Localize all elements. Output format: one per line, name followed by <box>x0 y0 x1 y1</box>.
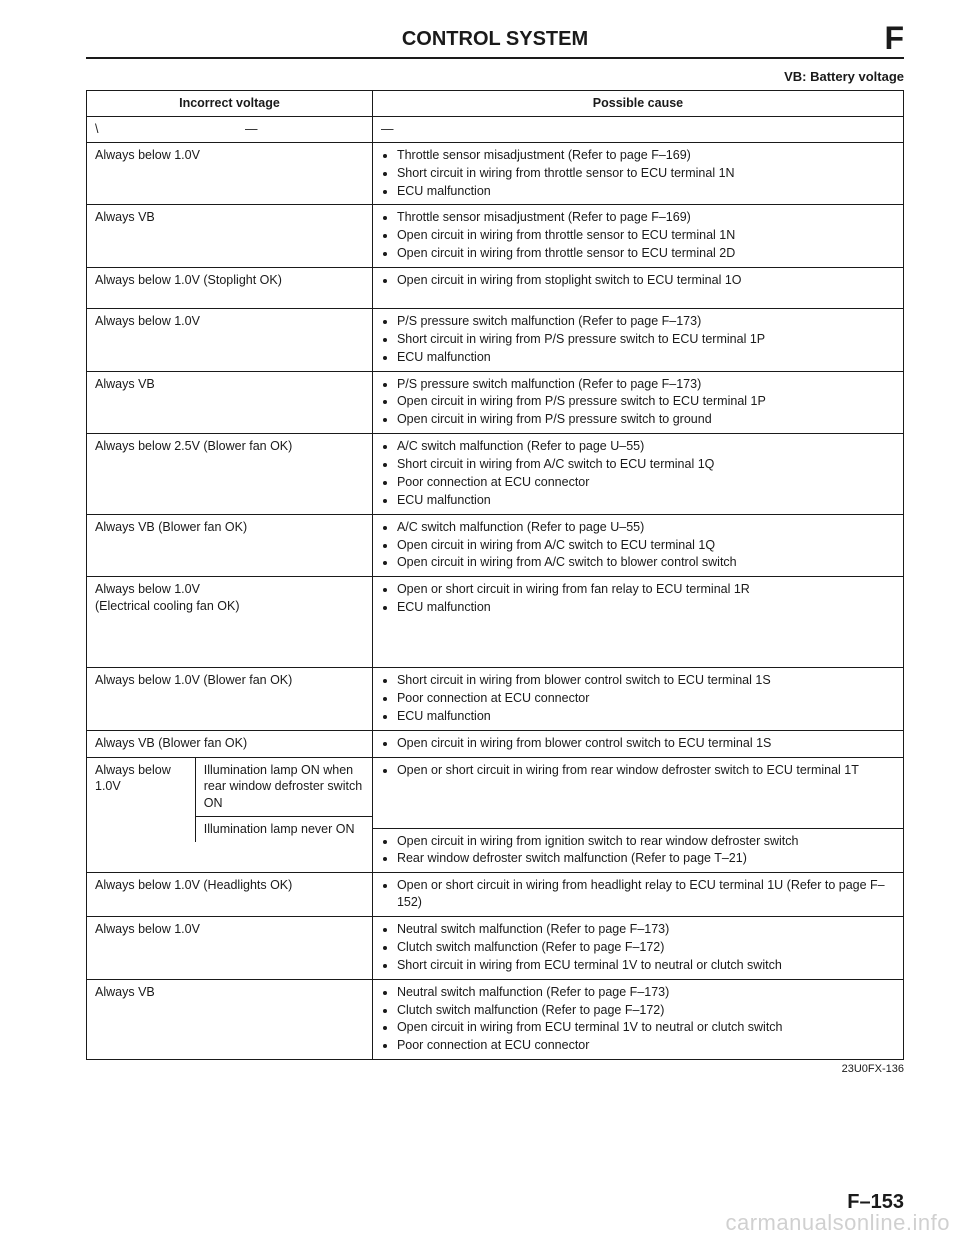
voltage-cell: Always VB <box>87 979 373 1060</box>
page: CONTROL SYSTEM F VB: Battery voltage Inc… <box>0 0 960 1242</box>
cause-item: Open circuit in wiring from blower contr… <box>397 735 895 752</box>
cause-item: ECU malfunction <box>397 349 895 366</box>
table-row: Always below 1.0V (Stoplight OK) Open cir… <box>87 268 904 309</box>
table-row: Always below 1.0V P/S pressure switch mal… <box>87 308 904 371</box>
cause-item: Open or short circuit in wiring from hea… <box>397 877 895 911</box>
voltage-cell: Always below 1.0V (Stoplight OK) <box>87 268 373 309</box>
voltage-cell: Always below 1.0V <box>87 308 373 371</box>
footer-code: 23U0FX-136 <box>86 1063 904 1075</box>
cause-cell: Neutral switch malfunction (Refer to pag… <box>372 917 903 980</box>
cause-item: P/S pressure switch malfunction (Refer t… <box>397 313 895 330</box>
header-rule <box>86 57 904 59</box>
cause-item: Open or short circuit in wiring from fan… <box>397 581 895 598</box>
cause-item: Neutral switch malfunction (Refer to pag… <box>397 921 895 938</box>
subheader: VB: Battery voltage <box>86 69 904 84</box>
voltage-cell: Always below 2.5V (Blower fan OK) <box>87 434 373 515</box>
cause-cell: Open circuit in wiring from blower contr… <box>372 730 903 757</box>
voltage-cell: Always below 1.0VIllumination lamp ON wh… <box>87 757 373 873</box>
header-title: CONTROL SYSTEM <box>86 28 904 51</box>
cause-item: Open or short circuit in wiring from rea… <box>397 762 895 779</box>
voltage-cell: Always VB (Blower fan OK) <box>87 514 373 577</box>
cause-item: Open circuit in wiring from throttle sen… <box>397 245 895 262</box>
voltage-cell: Always VB (Blower fan OK) <box>87 730 373 757</box>
cause-cell: P/S pressure switch malfunction (Refer t… <box>372 371 903 434</box>
cause-item: Throttle sensor misadjustment (Refer to … <box>397 147 895 164</box>
cause-item: Open circuit in wiring from ECU terminal… <box>397 1019 895 1036</box>
cause-item: Short circuit in wiring from blower cont… <box>397 672 895 689</box>
voltage-cell: Always VB <box>87 371 373 434</box>
cause-item: Open circuit in wiring from stoplight sw… <box>397 272 895 289</box>
cause-cell: Open or short circuit in wiring from hea… <box>372 873 903 917</box>
cause-cell: Open circuit in wiring from ignition swi… <box>372 828 903 873</box>
cause-item: Open circuit in wiring from A/C switch t… <box>397 537 895 554</box>
table-row: Always VB Throttle sensor misadjustment (… <box>87 205 904 268</box>
voltage-cell: \— <box>87 116 373 142</box>
cause-cell: Throttle sensor misadjustment (Refer to … <box>372 142 903 205</box>
col-header-voltage: Incorrect voltage <box>87 91 373 117</box>
cause-item: ECU malfunction <box>397 599 895 616</box>
cause-cell: Throttle sensor misadjustment (Refer to … <box>372 205 903 268</box>
voltage-cell: Always below 1.0V (Blower fan OK) <box>87 668 373 731</box>
cause-item: ECU malfunction <box>397 708 895 725</box>
cause-item: Neutral switch malfunction (Refer to pag… <box>397 984 895 1001</box>
cause-cell: P/S pressure switch malfunction (Refer t… <box>372 308 903 371</box>
cause-item: Poor connection at ECU connector <box>397 690 895 707</box>
voltage-cell: Always VB <box>87 205 373 268</box>
table-row: Always below 2.5V (Blower fan OK) A/C swi… <box>87 434 904 515</box>
cause-cell: Short circuit in wiring from blower cont… <box>372 668 903 731</box>
table-row: Always VB (Blower fan OK) A/C switch malf… <box>87 514 904 577</box>
cause-cell: Open or short circuit in wiring from rea… <box>372 757 903 828</box>
voltage-cell: Always below 1.0V <box>87 917 373 980</box>
cause-cell: Open circuit in wiring from stoplight sw… <box>372 268 903 309</box>
cause-item: Clutch switch malfunction (Refer to page… <box>397 939 895 956</box>
cause-cell: Open or short circuit in wiring from fan… <box>372 577 903 668</box>
table-row: Always below 1.0V Neutral switch malfunct… <box>87 917 904 980</box>
cause-item: Poor connection at ECU connector <box>397 474 895 491</box>
cause-item: Throttle sensor misadjustment (Refer to … <box>397 209 895 226</box>
table-row: Always VB Neutral switch malfunction (Ref… <box>87 979 904 1060</box>
cause-item: Poor connection at ECU connector <box>397 1037 895 1054</box>
page-header: CONTROL SYSTEM F <box>86 28 904 51</box>
cause-cell: Neutral switch malfunction (Refer to pag… <box>372 979 903 1060</box>
voltage-cell: Always below 1.0V (Electrical cooling fa… <box>87 577 373 668</box>
cause-item: Clutch switch malfunction (Refer to page… <box>397 1002 895 1019</box>
cause-item: ECU malfunction <box>397 492 895 509</box>
cause-item: ECU malfunction <box>397 183 895 200</box>
watermark: carmanualsonline.info <box>725 1210 950 1236</box>
cause-item: A/C switch malfunction (Refer to page U–… <box>397 519 895 536</box>
table-header-row: Incorrect voltage Possible cause <box>87 91 904 117</box>
cause-item: Short circuit in wiring from ECU termina… <box>397 957 895 974</box>
cause-item: Open circuit in wiring from throttle sen… <box>397 227 895 244</box>
cause-item: P/S pressure switch malfunction (Refer t… <box>397 376 895 393</box>
cause-item: Rear window defroster switch malfunction… <box>397 850 895 867</box>
table-row: Always below 1.0V Throttle sensor misadju… <box>87 142 904 205</box>
cause-item: Short circuit in wiring from P/S pressur… <box>397 331 895 348</box>
table-row: Always below 1.0V (Electrical cooling fa… <box>87 577 904 668</box>
cause-item: Short circuit in wiring from throttle se… <box>397 165 895 182</box>
table-row: Always VB (Blower fan OK) Open circuit in… <box>87 730 904 757</box>
diagnostic-table: Incorrect voltage Possible cause \——Alwa… <box>86 90 904 1060</box>
table-row: \—— <box>87 116 904 142</box>
col-header-cause: Possible cause <box>372 91 903 117</box>
voltage-cell: Always below 1.0V (Headlights OK) <box>87 873 373 917</box>
table-row: Always below 1.0V (Blower fan OK) Short c… <box>87 668 904 731</box>
section-letter: F <box>884 20 904 57</box>
cause-item: Open circuit in wiring from A/C switch t… <box>397 554 895 571</box>
cause-cell: — <box>372 116 903 142</box>
voltage-cell: Always below 1.0V <box>87 142 373 205</box>
cause-cell: A/C switch malfunction (Refer to page U–… <box>372 434 903 515</box>
cause-item: A/C switch malfunction (Refer to page U–… <box>397 438 895 455</box>
cause-item: Open circuit in wiring from ignition swi… <box>397 833 895 850</box>
cause-item: Open circuit in wiring from P/S pressure… <box>397 411 895 428</box>
table-row: Always VB P/S pressure switch malfunction… <box>87 371 904 434</box>
table-row: Always below 1.0V (Headlights OK) Open or… <box>87 873 904 917</box>
cause-item: Short circuit in wiring from A/C switch … <box>397 456 895 473</box>
cause-cell: A/C switch malfunction (Refer to page U–… <box>372 514 903 577</box>
cause-item: Open circuit in wiring from P/S pressure… <box>397 393 895 410</box>
table-row: Always below 1.0VIllumination lamp ON wh… <box>87 757 904 828</box>
